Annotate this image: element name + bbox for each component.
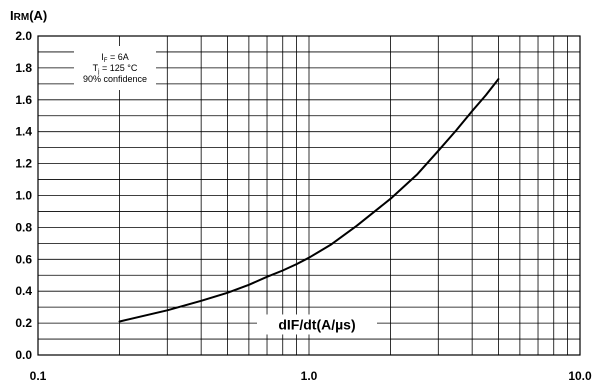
y-axis-label: IRM(A) xyxy=(10,8,47,23)
annotation-line: 90% confidence xyxy=(83,74,147,84)
x-tick-label: 1.0 xyxy=(301,369,318,383)
axes xyxy=(37,35,581,356)
annotation-line: IF = 6A xyxy=(101,52,128,64)
y-tick-label: 0.8 xyxy=(15,220,32,234)
x-tick-label: 0.1 xyxy=(30,369,47,383)
labels: 0.0 0.2 0.4 0.6 0.8 1.0 1.2 1.4 1.6 1.8 2.0 0.1 1.0 1… xyxy=(10,8,592,383)
x-axis-label: dIF/dt(A/µs) xyxy=(278,316,355,332)
y-tick-label: 0.6 xyxy=(15,252,32,266)
x-tick-label: 10.0 xyxy=(568,369,592,383)
plot-frame xyxy=(37,35,581,356)
x-axis-label-bg xyxy=(257,314,377,335)
y-tick-label: 1.2 xyxy=(15,157,32,171)
y-tick-label: 2.0 xyxy=(15,29,32,43)
y-tick-label: 1.8 xyxy=(15,61,32,75)
series-layer xyxy=(118,78,500,323)
y-tick-label: 0.2 xyxy=(15,316,32,330)
annotation-box xyxy=(74,46,156,90)
y-tick-label: 1.6 xyxy=(15,93,32,107)
annotation-line: Tj = 125 °C xyxy=(93,63,138,75)
series-line xyxy=(118,78,500,323)
y-tick-label: 1.0 xyxy=(15,189,32,203)
y-tick-label: 0.4 xyxy=(15,284,32,298)
y-tick-label: 1.4 xyxy=(15,125,32,139)
grid xyxy=(37,35,581,356)
y-tick-label: 0.0 xyxy=(15,348,32,362)
